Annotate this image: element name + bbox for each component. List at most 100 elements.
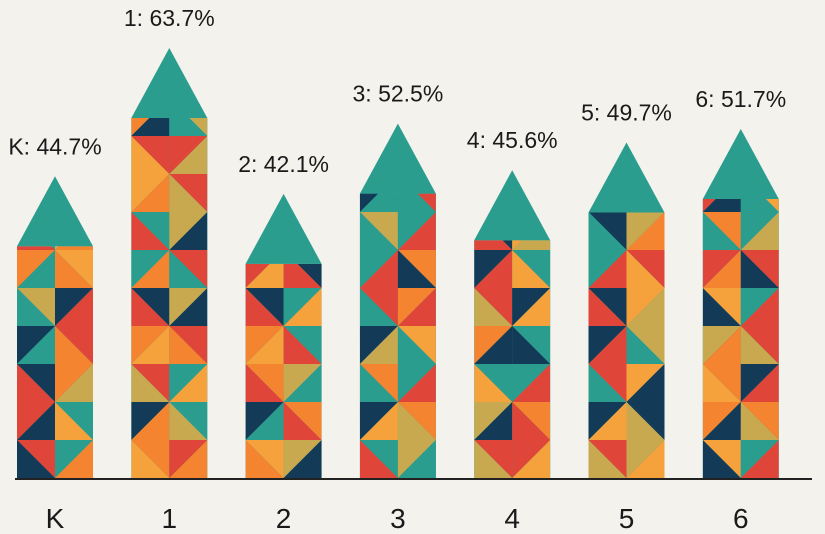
- pattern-triangle: [245, 440, 284, 478]
- pattern-triangle: [55, 246, 93, 250]
- pattern-triangle: [131, 250, 170, 288]
- pattern-triangle: [397, 440, 436, 478]
- bar-pattern: [474, 240, 551, 478]
- pattern-triangle: [512, 240, 551, 250]
- pattern-triangle: [359, 326, 398, 364]
- x-tick-label: K: [46, 503, 65, 534]
- bar-roof: [17, 176, 93, 247]
- x-tick-label: 3: [390, 503, 406, 534]
- pattern-triangle: [283, 288, 322, 326]
- pattern-triangle: [740, 402, 779, 440]
- pattern-triangle: [588, 402, 627, 440]
- pattern-triangle: [55, 440, 93, 478]
- pattern-triangle: [283, 402, 322, 440]
- pattern-triangle: [397, 212, 436, 250]
- pattern-triangle: [626, 364, 665, 402]
- bar-pattern: [131, 118, 208, 478]
- pattern-triangle: [588, 440, 627, 478]
- pattern-triangle: [474, 326, 513, 364]
- bar-roof: [245, 193, 322, 264]
- bar-pattern: [359, 193, 436, 478]
- x-tick-label: 2: [276, 503, 292, 534]
- bar-pattern: [588, 212, 665, 478]
- pattern-triangle: [474, 288, 513, 326]
- bar-roof: [474, 170, 551, 241]
- pattern-triangle: [740, 440, 779, 478]
- pattern-triangle: [512, 250, 551, 288]
- pattern-triangle: [359, 193, 398, 212]
- pattern-triangle: [588, 326, 627, 364]
- pattern-triangle: [474, 402, 513, 440]
- x-tick-label: 5: [619, 503, 635, 534]
- x-tick-label: 6: [733, 503, 749, 534]
- pattern-triangle: [17, 440, 55, 478]
- pattern-triangle: [245, 326, 284, 364]
- value-label: 2: 42.1%: [238, 151, 329, 177]
- pattern-triangle: [55, 288, 93, 326]
- pattern-triangle: [397, 364, 436, 402]
- pattern-triangle: [397, 288, 436, 326]
- pattern-triangle: [397, 250, 436, 288]
- pattern-triangle: [626, 402, 665, 440]
- pattern-triangle: [740, 250, 779, 288]
- value-label: 1: 63.7%: [124, 5, 215, 31]
- pattern-triangle: [55, 364, 93, 402]
- pattern-triangle: [17, 402, 55, 440]
- pattern-triangle: [626, 212, 665, 250]
- pattern-triangle: [512, 440, 551, 478]
- pattern-triangle: [588, 212, 627, 250]
- pattern-triangle: [169, 288, 208, 326]
- pattern-triangle: [245, 288, 284, 326]
- bar-pattern: [245, 263, 322, 478]
- pattern-triangle: [359, 402, 398, 440]
- pattern-triangle: [169, 440, 208, 478]
- pattern-triangle: [397, 193, 436, 212]
- pattern-triangle: [397, 402, 436, 440]
- pattern-triangle: [626, 288, 665, 326]
- pattern-triangle: [702, 288, 741, 326]
- pattern-triangle: [169, 326, 208, 364]
- pattern-triangle: [131, 118, 170, 136]
- pattern-triangle: [512, 326, 551, 364]
- pattern-triangle: [131, 136, 170, 174]
- pattern-triangle: [283, 326, 322, 364]
- pattern-triangle: [131, 364, 170, 402]
- pattern-triangle: [359, 212, 398, 250]
- pattern-triangle: [474, 440, 513, 478]
- pattern-triangle: [740, 364, 779, 402]
- value-label: K: 44.7%: [8, 133, 101, 159]
- pattern-triangle: [169, 136, 208, 174]
- pattern-triangle: [55, 326, 93, 364]
- pattern-triangle: [55, 402, 93, 440]
- pattern-triangle: [474, 250, 513, 288]
- pattern-triangle: [245, 364, 284, 402]
- pattern-triangle: [169, 174, 208, 212]
- pattern-triangle: [169, 212, 208, 250]
- bar-roof: [359, 123, 436, 194]
- pattern-triangle: [131, 174, 170, 212]
- pattern-triangle: [131, 326, 170, 364]
- pattern-triangle: [512, 288, 551, 326]
- pattern-triangle: [245, 402, 284, 440]
- pattern-triangle: [474, 364, 513, 402]
- pattern-triangle: [17, 246, 55, 250]
- pattern-triangle: [588, 288, 627, 326]
- pattern-triangle: [17, 364, 55, 402]
- pattern-triangle: [283, 263, 322, 288]
- pattern-triangle: [702, 212, 741, 250]
- pattern-triangle: [131, 288, 170, 326]
- pattern-triangle: [626, 250, 665, 288]
- pattern-triangle: [702, 250, 741, 288]
- pattern-triangle: [588, 250, 627, 288]
- pattern-triangle: [359, 364, 398, 402]
- pattern-triangle: [17, 288, 55, 326]
- pattern-triangle: [169, 118, 208, 136]
- pattern-triangle: [283, 440, 322, 478]
- bar-roof: [702, 129, 779, 200]
- pattern-triangle: [359, 288, 398, 326]
- pattern-triangle: [702, 326, 741, 364]
- pattern-triangle: [245, 263, 284, 288]
- pattern-triangle: [512, 364, 551, 402]
